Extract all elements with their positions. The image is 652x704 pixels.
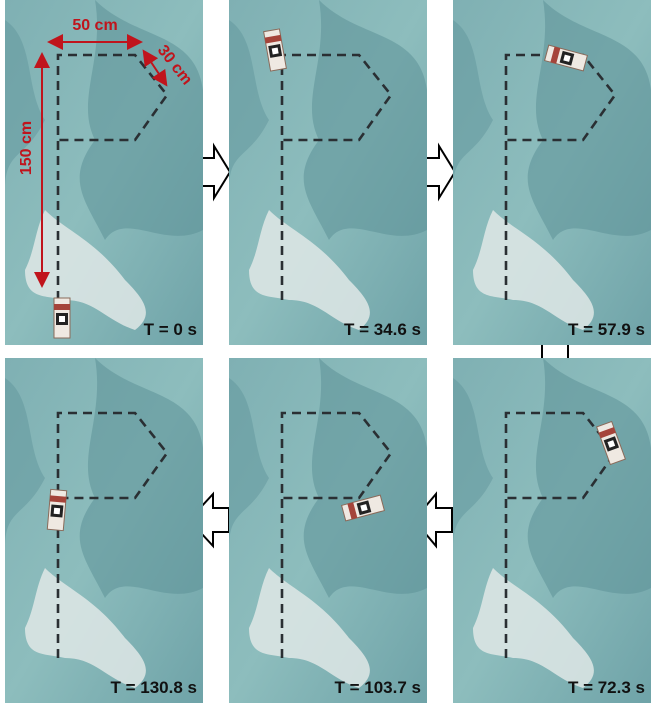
- photo-panel: T = 103.7 s: [229, 358, 427, 703]
- panel-content: [229, 0, 427, 345]
- time-label: T = 72.3 s: [568, 678, 645, 697]
- page: T = 0 s50 cm30 cm150 cmT = 34.6 sT = 57.…: [0, 0, 652, 704]
- robot-marker-inner: [54, 508, 61, 515]
- robot-stripe: [54, 304, 70, 310]
- dimension-label: 50 cm: [72, 17, 117, 34]
- panel-content: [5, 358, 203, 703]
- photo-panel: T = 57.9 s: [453, 0, 651, 345]
- panel-content: [453, 358, 651, 703]
- time-label: T = 57.9 s: [568, 320, 645, 339]
- photo-panel: T = 130.8 s: [5, 358, 203, 703]
- dimension-label: 150 cm: [18, 121, 35, 175]
- panel-content: [453, 0, 651, 345]
- time-label: T = 103.7 s: [335, 678, 421, 697]
- robot: [54, 298, 70, 338]
- figure: T = 0 s50 cm30 cm150 cmT = 34.6 sT = 57.…: [0, 0, 652, 704]
- photo-panel: T = 34.6 s: [229, 0, 427, 345]
- time-label: T = 0 s: [144, 320, 197, 339]
- robot-marker-inner: [272, 48, 279, 55]
- time-label: T = 130.8 s: [111, 678, 197, 697]
- photo-panel: T = 72.3 s: [453, 358, 651, 703]
- arrow-right: [200, 146, 230, 198]
- panel-content: [229, 358, 427, 703]
- robot-marker-inner: [59, 316, 65, 322]
- robot: [47, 489, 66, 530]
- time-label: T = 34.6 s: [344, 320, 421, 339]
- arrow-right: [425, 146, 455, 198]
